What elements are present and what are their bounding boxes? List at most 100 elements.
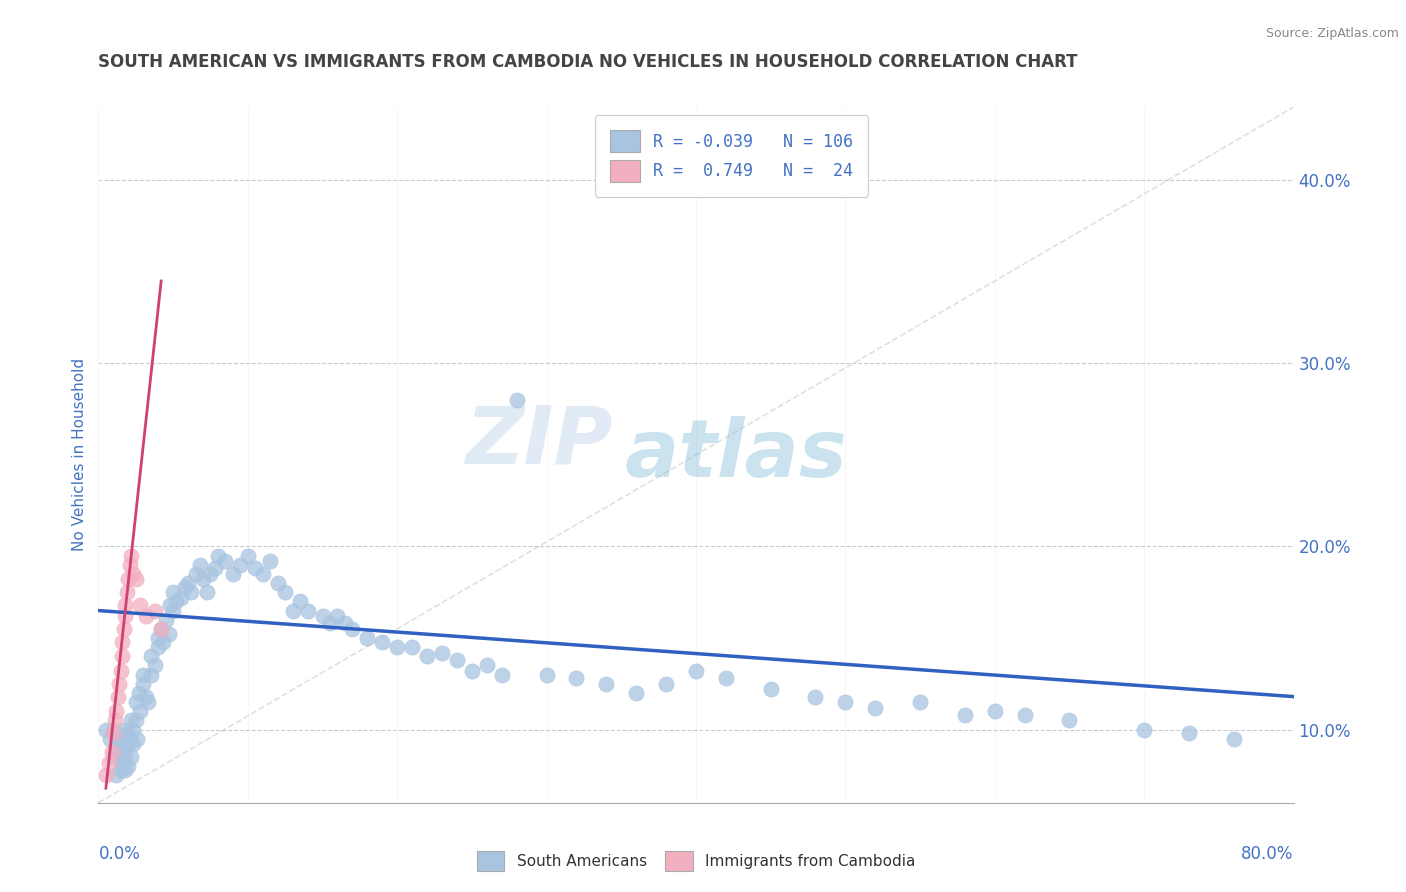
Point — [714, 671, 737, 685]
Point — [94, 768, 117, 782]
Point — [107, 731, 129, 746]
Point — [1223, 731, 1246, 746]
Point — [834, 695, 856, 709]
Point — [267, 576, 290, 591]
Point — [129, 598, 152, 612]
Point — [177, 576, 200, 591]
Point — [110, 737, 132, 751]
Point — [252, 566, 274, 581]
Point — [112, 622, 135, 636]
Point — [333, 616, 356, 631]
Point — [229, 558, 252, 572]
Point — [759, 682, 782, 697]
Point — [115, 726, 138, 740]
Point — [155, 613, 177, 627]
Point — [148, 640, 170, 655]
Point — [121, 566, 143, 581]
Point — [104, 714, 127, 728]
Point — [1133, 723, 1156, 737]
Point — [115, 737, 138, 751]
Point — [169, 591, 191, 605]
Point — [117, 737, 139, 751]
Point — [128, 686, 150, 700]
Point — [120, 549, 142, 563]
Point — [115, 585, 138, 599]
Point — [135, 690, 157, 704]
Legend: South Americans, Immigrants from Cambodia: South Americans, Immigrants from Cambodi… — [470, 844, 922, 879]
Point — [101, 745, 124, 759]
Point — [162, 585, 184, 599]
Point — [1014, 707, 1036, 722]
Point — [143, 658, 166, 673]
Point — [112, 723, 135, 737]
Point — [288, 594, 311, 608]
Point — [162, 603, 184, 617]
Point — [103, 723, 125, 737]
Point — [804, 690, 827, 704]
Point — [111, 745, 134, 759]
Point — [356, 631, 378, 645]
Point — [204, 561, 226, 575]
Point — [180, 585, 202, 599]
Point — [118, 558, 141, 572]
Point — [125, 695, 148, 709]
Point — [214, 554, 236, 568]
Text: SOUTH AMERICAN VS IMMIGRANTS FROM CAMBODIA NO VEHICLES IN HOUSEHOLD CORRELATION : SOUTH AMERICAN VS IMMIGRANTS FROM CAMBOD… — [98, 54, 1078, 71]
Point — [136, 695, 159, 709]
Point — [125, 714, 148, 728]
Point — [1059, 714, 1081, 728]
Y-axis label: No Vehicles in Household: No Vehicles in Household — [72, 359, 87, 551]
Point — [120, 750, 142, 764]
Point — [1178, 726, 1201, 740]
Point — [536, 667, 558, 681]
Point — [197, 585, 219, 599]
Point — [174, 580, 197, 594]
Point — [259, 554, 281, 568]
Point — [165, 594, 187, 608]
Point — [117, 759, 139, 773]
Point — [111, 731, 134, 746]
Point — [97, 756, 120, 770]
Point — [108, 677, 131, 691]
Point — [118, 731, 141, 746]
Point — [150, 622, 173, 636]
Text: 0.0%: 0.0% — [98, 845, 141, 863]
Point — [110, 763, 132, 777]
Point — [120, 714, 142, 728]
Point — [475, 658, 498, 673]
Point — [157, 627, 180, 641]
Point — [624, 686, 647, 700]
Point — [326, 609, 349, 624]
Point — [908, 695, 931, 709]
Point — [311, 609, 333, 624]
Text: Source: ZipAtlas.com: Source: ZipAtlas.com — [1265, 27, 1399, 40]
Point — [117, 573, 139, 587]
Point — [127, 731, 149, 746]
Point — [446, 653, 468, 667]
Point — [132, 677, 155, 691]
Point — [983, 704, 1005, 718]
Point — [401, 640, 423, 655]
Point — [114, 609, 136, 624]
Point — [371, 634, 394, 648]
Point — [297, 603, 319, 617]
Point — [105, 768, 128, 782]
Point — [143, 603, 166, 617]
Point — [105, 704, 128, 718]
Point — [125, 573, 148, 587]
Point — [148, 631, 170, 645]
Point — [184, 566, 207, 581]
Point — [281, 603, 304, 617]
Point — [114, 750, 136, 764]
Point — [152, 634, 174, 648]
Point — [121, 737, 143, 751]
Point — [655, 677, 678, 691]
Point — [342, 622, 364, 636]
Point — [121, 723, 143, 737]
Point — [200, 566, 222, 581]
Point — [129, 704, 152, 718]
Point — [111, 756, 134, 770]
Point — [111, 649, 134, 664]
Point — [953, 707, 976, 722]
Point — [385, 640, 409, 655]
